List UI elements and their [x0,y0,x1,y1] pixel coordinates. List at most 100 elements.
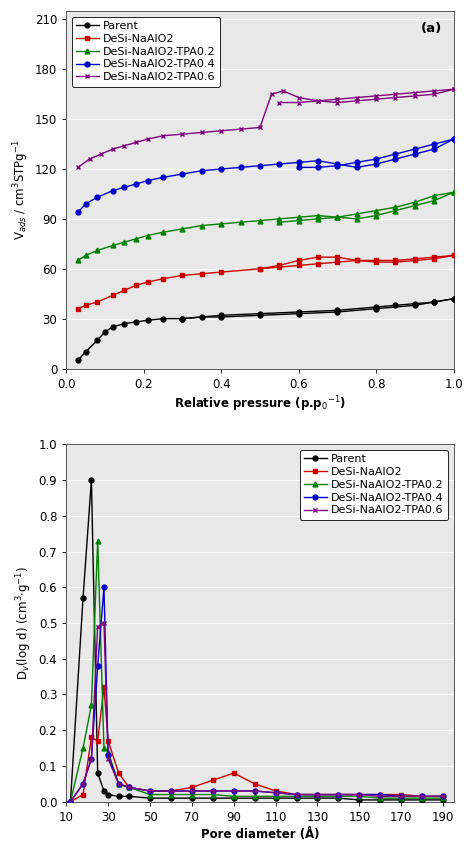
DeSi-NaAlO2-TPA0.2 [95,536,100,546]
DeSi-NaAlO2 [199,268,205,279]
Parent [398,795,404,805]
Parent [133,317,139,327]
DeSi-NaAlO2-TPA0.2 [105,746,111,757]
DeSi-NaAlO2-TPA0.6 [440,792,446,802]
DeSi-NaAlO2-TPA0.6 [269,89,274,100]
Parent [419,795,425,805]
DeSi-NaAlO2-TPA0.2 [296,212,301,222]
Parent [273,793,278,803]
Parent [219,312,224,322]
DeSi-NaAlO2-TPA0.6 [252,786,257,796]
DeSi-NaAlO2-TPA0.4 [147,786,153,796]
DeSi-NaAlO2 [336,790,341,800]
Legend: Parent, DeSi-NaAlO2, DeSi-NaAlO2-TPA0.2, DeSi-NaAlO2-TPA0.4, DeSi-NaAlO2-TPA0.6: Parent, DeSi-NaAlO2, DeSi-NaAlO2-TPA0.2,… [72,17,220,87]
DeSi-NaAlO2 [145,277,150,287]
X-axis label: Relative pressure (p.p$_0$$^{-1}$): Relative pressure (p.p$_0$$^{-1}$) [174,394,346,414]
DeSi-NaAlO2-TPA0.6 [238,124,244,135]
DeSi-NaAlO2-TPA0.6 [412,91,418,101]
DeSi-NaAlO2-TPA0.4 [373,159,379,170]
DeSi-NaAlO2 [273,786,278,796]
DeSi-NaAlO2-TPA0.6 [373,94,379,104]
DeSi-NaAlO2 [398,790,404,800]
DeSi-NaAlO2-TPA0.4 [168,786,174,796]
DeSi-NaAlO2-TPA0.6 [294,790,300,800]
DeSi-NaAlO2-TPA0.6 [87,154,92,164]
DeSi-NaAlO2-TPA0.2 [126,782,132,792]
DeSi-NaAlO2-TPA0.4 [392,154,398,164]
DeSi-NaAlO2 [121,285,127,296]
DeSi-NaAlO2-TPA0.4 [315,156,321,166]
DeSi-NaAlO2 [419,792,425,802]
Parent [160,314,166,324]
Parent [75,355,81,366]
DeSi-NaAlO2-TPA0.4 [80,779,86,789]
Parent [94,335,100,345]
DeSi-NaAlO2-TPA0.2 [147,790,153,800]
DeSi-NaAlO2 [412,256,418,266]
DeSi-NaAlO2-TPA0.4 [101,582,107,592]
DeSi-NaAlO2-TPA0.6 [95,621,100,631]
Parent [189,793,195,803]
DeSi-NaAlO2-TPA0.4 [133,179,139,189]
DeSi-NaAlO2-TPA0.2 [392,205,398,216]
DeSi-NaAlO2-TPA0.6 [110,144,116,154]
DeSi-NaAlO2-TPA0.4 [412,149,418,159]
DeSi-NaAlO2-TPA0.4 [398,792,404,802]
DeSi-NaAlO2 [68,797,73,807]
DeSi-NaAlO2-TPA0.4 [180,169,185,179]
DeSi-NaAlO2-TPA0.4 [315,790,320,800]
DeSi-NaAlO2-TPA0.2 [80,743,86,753]
DeSi-NaAlO2-TPA0.2 [116,779,121,789]
Parent [121,319,127,329]
DeSi-NaAlO2-TPA0.6 [160,130,166,141]
Parent [335,307,340,317]
DeSi-NaAlO2 [101,682,107,693]
Line: DeSi-NaAlO2-TPA0.6: DeSi-NaAlO2-TPA0.6 [68,620,446,804]
Parent [336,793,341,803]
DeSi-NaAlO2-TPA0.6 [80,779,86,789]
DeSi-NaAlO2 [95,736,100,746]
DeSi-NaAlO2 [110,291,116,301]
DeSi-NaAlO2-TPA0.4 [110,186,116,196]
DeSi-NaAlO2 [373,257,379,268]
X-axis label: Pore diameter (Å): Pore diameter (Å) [201,828,319,841]
DeSi-NaAlO2-TPA0.6 [145,134,150,144]
DeSi-NaAlO2-TPA0.6 [189,786,195,796]
DeSi-NaAlO2 [335,252,340,262]
DeSi-NaAlO2-TPA0.4 [68,797,73,807]
DeSi-NaAlO2-TPA0.4 [335,159,340,170]
Parent [68,797,73,807]
DeSi-NaAlO2-TPA0.6 [273,787,278,797]
DeSi-NaAlO2-TPA0.2 [133,233,139,244]
Parent [252,793,257,803]
DeSi-NaAlO2 [126,782,132,792]
DeSi-NaAlO2 [89,732,94,742]
DeSi-NaAlO2 [252,779,257,789]
Parent [168,793,174,803]
Parent [199,312,205,322]
DeSi-NaAlO2-TPA0.4 [451,134,456,144]
DeSi-NaAlO2-TPA0.6 [315,790,320,800]
DeSi-NaAlO2-TPA0.2 [419,793,425,803]
Line: DeSi-NaAlO2-TPA0.4: DeSi-NaAlO2-TPA0.4 [68,584,446,804]
Parent [373,303,379,314]
Parent [440,795,446,805]
DeSi-NaAlO2-TPA0.6 [354,95,360,106]
DeSi-NaAlO2-TPA0.2 [101,743,107,753]
DeSi-NaAlO2 [451,250,456,261]
Parent [102,327,108,337]
DeSi-NaAlO2-TPA0.6 [89,754,94,764]
DeSi-NaAlO2-TPA0.2 [160,227,166,238]
DeSi-NaAlO2-TPA0.6 [101,618,107,628]
Parent [180,314,185,324]
DeSi-NaAlO2-TPA0.4 [94,193,100,203]
DeSi-NaAlO2-TPA0.6 [431,89,437,100]
DeSi-NaAlO2-TPA0.2 [315,210,321,221]
DeSi-NaAlO2-TPA0.2 [110,240,116,250]
DeSi-NaAlO2-TPA0.4 [431,144,437,154]
DeSi-NaAlO2 [315,252,321,262]
DeSi-NaAlO2 [168,786,174,796]
Parent [294,793,300,803]
Text: (b): (b) [420,455,442,468]
Parent [126,792,132,802]
